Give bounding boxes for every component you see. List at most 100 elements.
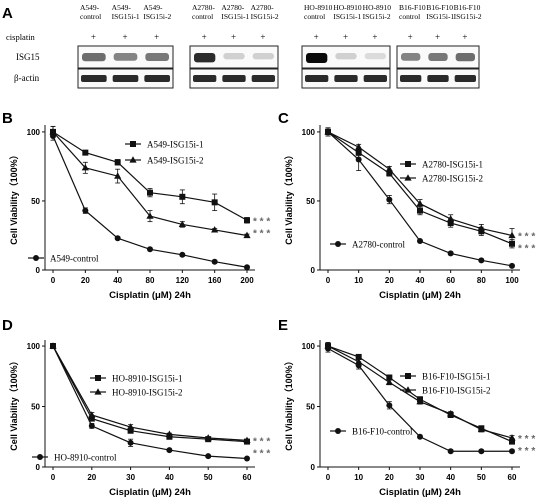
- column-label: ISG15i-2: [143, 12, 171, 21]
- cisplatin-plus: +: [372, 32, 377, 42]
- data-point: [447, 448, 454, 455]
- data-point: [114, 235, 121, 242]
- x-tick-label: 50: [477, 473, 486, 482]
- data-point: [417, 238, 423, 244]
- data-point: [416, 199, 424, 207]
- x-axis-label: Cisplatin (μM) 24h: [109, 290, 191, 301]
- data-point: [33, 255, 39, 261]
- x-tick-label: 40: [446, 473, 455, 482]
- x-tick-label: 0: [326, 473, 331, 482]
- column-label: A549-: [143, 3, 163, 12]
- data-point: [509, 448, 515, 455]
- data-point: [244, 217, 250, 224]
- y-tick-label: 100: [27, 342, 41, 351]
- series-circle: [50, 343, 250, 462]
- column-label: HO-8910: [333, 3, 362, 12]
- data-point: [166, 447, 173, 454]
- panel-letter: B: [2, 110, 13, 127]
- column-label: A549-: [112, 3, 132, 12]
- legend: HO-8910-ISG15i-1 HO-8910-ISG15i-2 HO-8910-…: [32, 374, 183, 463]
- x-tick-label: 40: [113, 276, 122, 285]
- data-point: [355, 357, 363, 365]
- x-tick-label: 160: [208, 276, 222, 285]
- y-tick-label: 50: [31, 197, 40, 206]
- data-point: [127, 423, 135, 430]
- legend-label: A549-control: [50, 254, 99, 264]
- row-label-beta-actin: β-actin: [14, 73, 40, 83]
- data-point: [325, 345, 331, 352]
- data-point: [95, 375, 101, 381]
- row-label-isg15: ISG15: [16, 52, 40, 62]
- column-label: B16-F10: [399, 3, 426, 12]
- data-point: [244, 264, 250, 271]
- data-point: [447, 215, 455, 222]
- series-triangle: [49, 125, 251, 239]
- y-tick-label: 100: [27, 128, 41, 137]
- data-point: [447, 409, 455, 417]
- panel-letter: E: [278, 317, 288, 334]
- blot-band-beta-actin: [363, 75, 387, 82]
- x-tick-label: 80: [146, 276, 155, 285]
- cisplatin-plus: +: [123, 32, 128, 42]
- y-tick-label: 50: [31, 403, 40, 412]
- x-tick-label: 10: [354, 473, 363, 482]
- data-point: [146, 212, 154, 219]
- x-axis-label: Cisplatin (μM) 24h: [379, 290, 461, 301]
- legend-label: A549-ISG15i-2: [147, 156, 204, 166]
- x-tick-label: 80: [477, 276, 486, 285]
- y-tick-label: 100: [302, 128, 316, 137]
- x-tick-label: 20: [385, 276, 394, 285]
- y-tick-label: 0: [311, 266, 316, 275]
- column-label: ISG15i-1: [112, 12, 140, 21]
- data-point: [211, 258, 218, 265]
- data-point: [37, 454, 43, 460]
- cisplatin-plus: +: [91, 32, 96, 42]
- data-point: [509, 438, 515, 445]
- legend-label: A2780-ISG15i-2: [422, 174, 483, 184]
- data-point: [127, 427, 134, 434]
- data-point: [404, 386, 412, 393]
- column-label: control: [192, 12, 213, 21]
- blot-band-isg15: [306, 53, 328, 63]
- data-point: [114, 172, 122, 179]
- data-point: [416, 397, 424, 405]
- column-label: A2780-: [251, 3, 274, 12]
- cisplatin-plus: +: [314, 32, 319, 42]
- data-point: [179, 193, 186, 200]
- significance-stars: * * *: [253, 448, 270, 459]
- legend: A2780-ISG15i-1 A2780-ISG15i-2 A2780-contro…: [330, 160, 483, 250]
- cisplatin-plus: +: [343, 32, 348, 42]
- data-point: [325, 128, 331, 135]
- data-point: [211, 226, 219, 233]
- legend-label: HO-8910-ISG15i-2: [112, 388, 183, 398]
- data-point: [205, 453, 212, 460]
- panel-letter: D: [2, 317, 13, 334]
- x-tick-label: 200: [240, 276, 254, 285]
- data-point: [386, 402, 393, 409]
- blot-band-beta-actin: [112, 75, 139, 82]
- data-point: [94, 388, 102, 395]
- data-point: [130, 141, 136, 147]
- data-point: [81, 164, 89, 171]
- x-tick-label: 100: [505, 276, 519, 285]
- chart-panel-b: B 0 50 100 0 20 40 80 120 160 200 Cisplatin (μM) 24…: [2, 110, 270, 301]
- column-label: control: [80, 12, 101, 21]
- blot-band-isg15: [194, 53, 216, 63]
- data-point: [386, 374, 393, 381]
- data-point: [509, 240, 515, 247]
- series-circle: [325, 127, 515, 269]
- legend: B16-F10-ISG15i-1 B16-F10-ISG15i-2 B16-F10-…: [330, 372, 491, 437]
- data-point: [355, 353, 362, 360]
- x-tick-label: 0: [326, 276, 331, 285]
- significance-stars: * * *: [253, 228, 270, 239]
- data-point: [88, 411, 96, 418]
- x-tick-label: 40: [165, 473, 174, 482]
- column-label: HO-8910: [363, 3, 392, 12]
- x-tick-label: 20: [87, 473, 96, 482]
- data-point: [88, 415, 95, 422]
- cisplatin-plus: +: [154, 32, 159, 42]
- blot-band-beta-actin: [222, 75, 246, 82]
- series-triangle: [324, 128, 516, 243]
- blot-band-isg15: [401, 53, 421, 61]
- x-tick-label: 60: [446, 276, 455, 285]
